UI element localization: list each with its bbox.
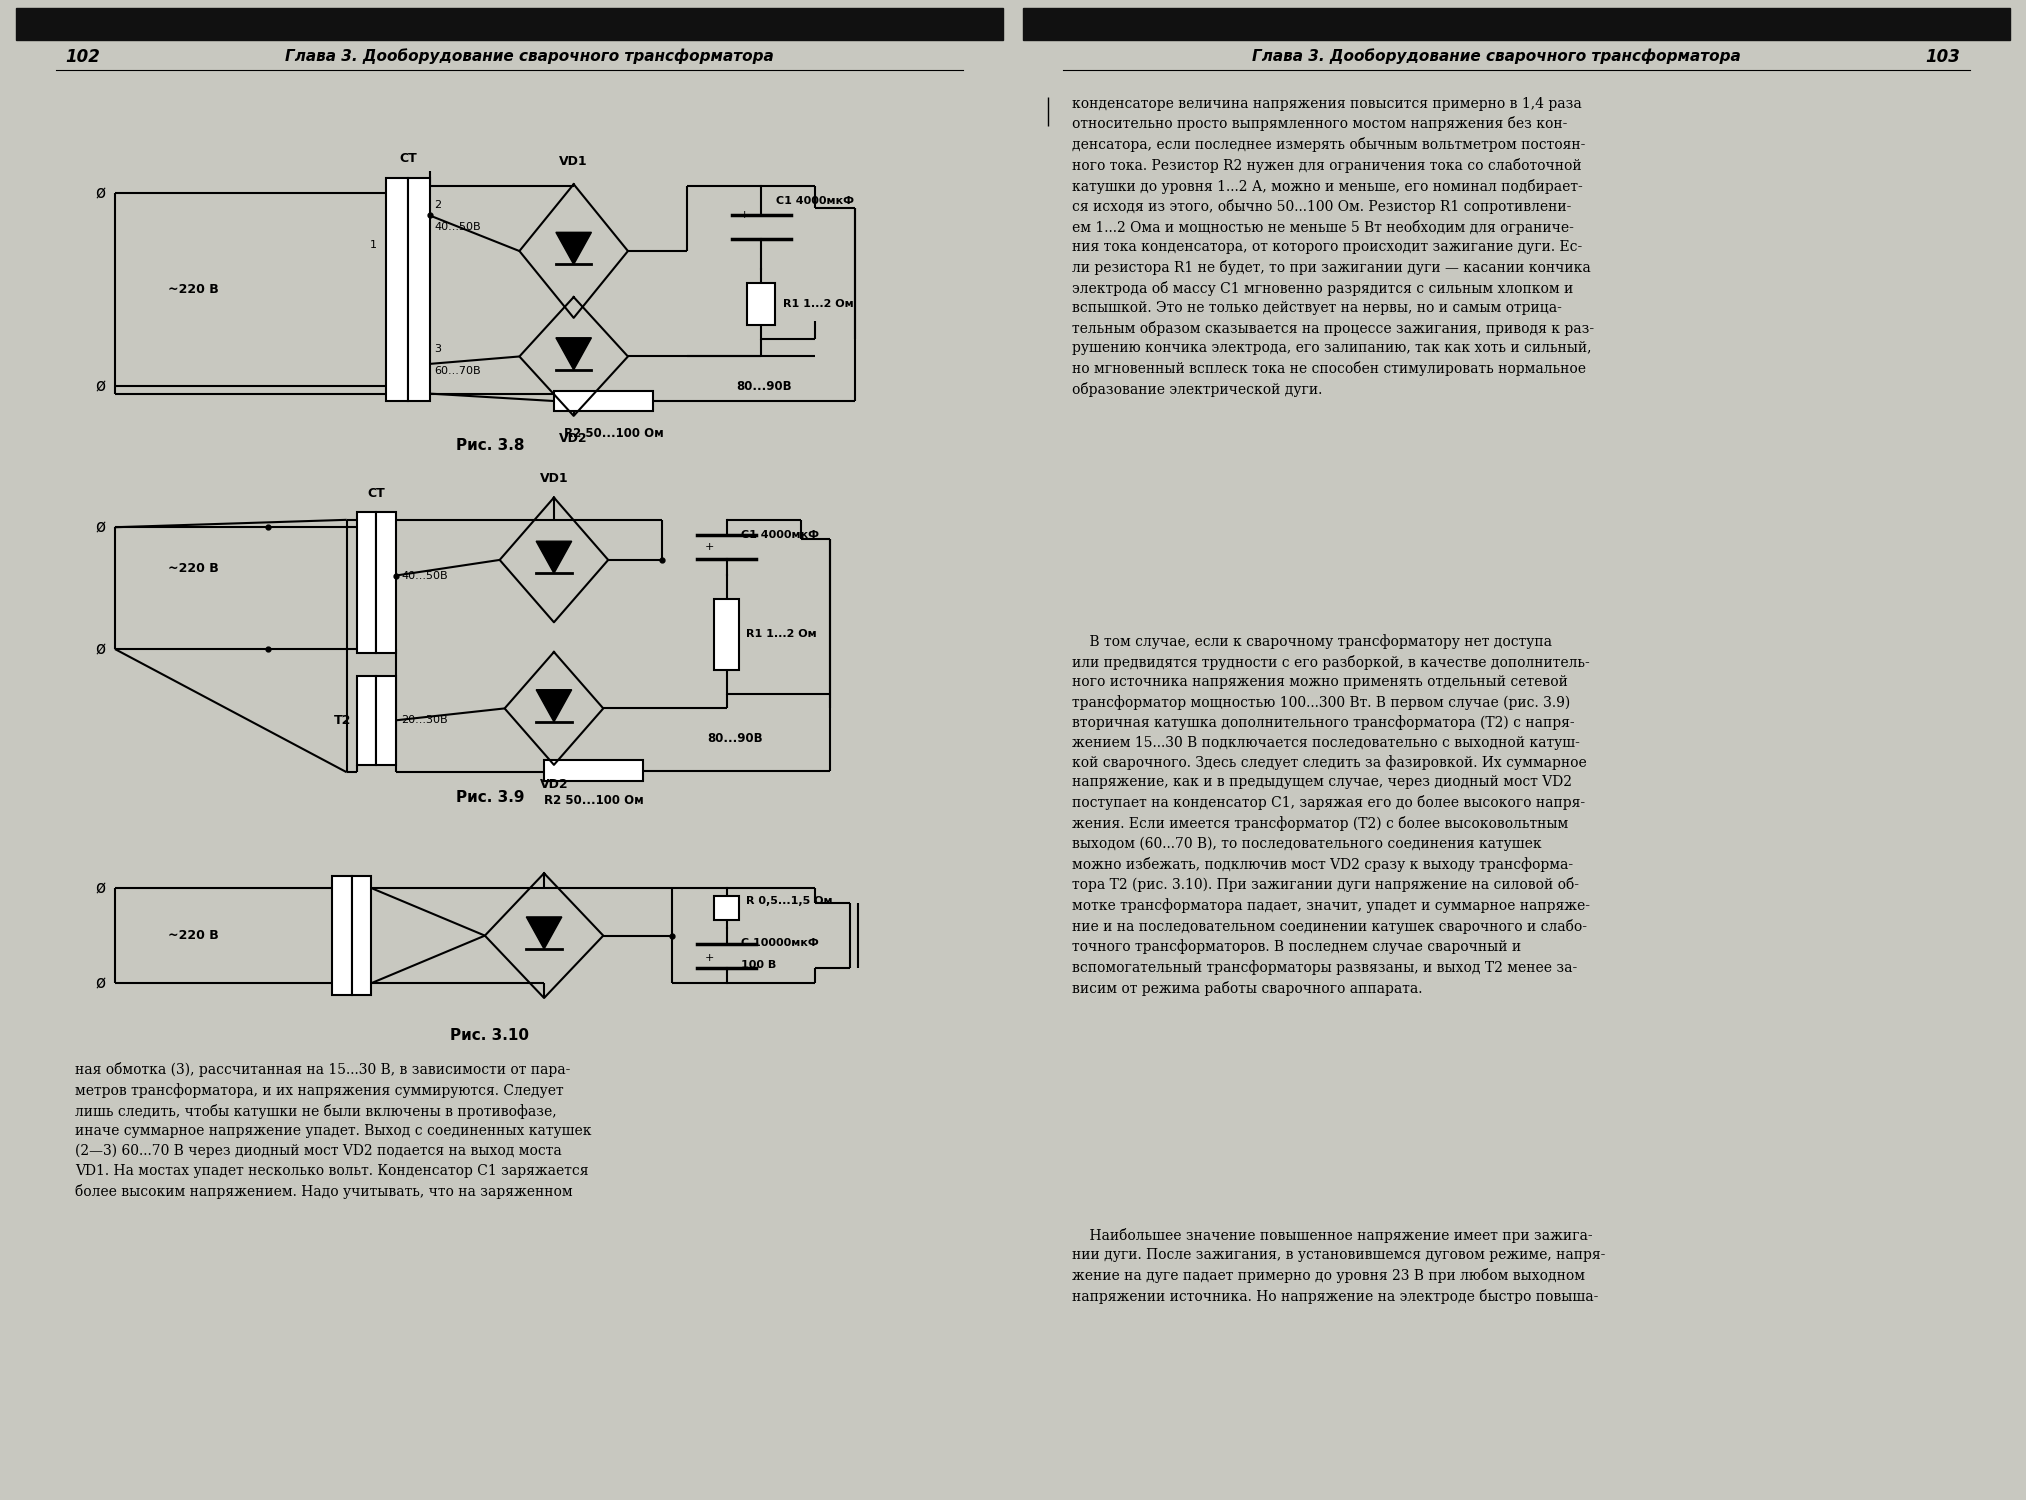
Text: Наибольшее значение повышенное напряжение имеет при зажига-
нии дуги. После зажи: Наибольшее значение повышенное напряжени… <box>1072 1228 1607 1304</box>
Text: Глава 3. Дооборудование сварочного трансформатора: Глава 3. Дооборудование сварочного транс… <box>1252 48 1740 64</box>
Text: +: + <box>705 952 715 963</box>
Text: ~220 В: ~220 В <box>168 928 219 942</box>
Text: C1 4000мкФ: C1 4000мкФ <box>742 530 819 540</box>
Bar <box>545 760 642 782</box>
Text: T2: T2 <box>334 714 353 728</box>
Text: C1 4000мкФ: C1 4000мкФ <box>776 195 853 206</box>
Text: CT: CT <box>367 486 385 500</box>
Polygon shape <box>555 338 592 370</box>
Text: C 10000мкФ: C 10000мкФ <box>742 938 819 948</box>
Text: 103: 103 <box>1925 48 1961 66</box>
Text: R2 50...100 Ом: R2 50...100 Ом <box>545 794 644 807</box>
Text: 20...30В: 20...30В <box>401 716 448 726</box>
Text: 2: 2 <box>434 200 442 210</box>
Bar <box>377 675 395 765</box>
Bar <box>715 896 739 920</box>
Bar <box>357 675 377 765</box>
Text: 102: 102 <box>65 48 101 66</box>
Text: 100 В: 100 В <box>742 960 776 970</box>
Text: R1 1...2 Ом: R1 1...2 Ом <box>782 298 853 309</box>
Bar <box>332 876 353 995</box>
Text: 1: 1 <box>369 240 377 250</box>
Polygon shape <box>537 690 571 722</box>
Text: Рис. 3.8: Рис. 3.8 <box>456 438 525 453</box>
Text: VD2: VD2 <box>559 432 588 444</box>
Text: ø: ø <box>95 184 105 202</box>
Text: конденсаторе величина напряжения повысится примерно в 1,4 раза
относительно прос: конденсаторе величина напряжения повысит… <box>1072 96 1594 398</box>
Text: Глава 3. Дооборудование сварочного трансформатора: Глава 3. Дооборудование сварочного транс… <box>286 48 774 64</box>
Text: 40...50В: 40...50В <box>434 222 482 232</box>
Text: R1 1...2 Ом: R1 1...2 Ом <box>746 628 816 639</box>
Bar <box>715 598 739 670</box>
Text: Рис. 3.9: Рис. 3.9 <box>456 790 525 806</box>
Text: 40...50В: 40...50В <box>401 570 448 580</box>
Text: VD1: VD1 <box>559 156 588 168</box>
Text: ная обмотка (3), рассчитанная на 15...30 В, в зависимости от пара-
метров трансф: ная обмотка (3), рассчитанная на 15...30… <box>75 1062 592 1198</box>
Text: R 0,5...1,5 Ом: R 0,5...1,5 Ом <box>746 896 833 906</box>
Text: ø: ø <box>95 640 105 658</box>
Bar <box>357 513 377 654</box>
Bar <box>553 390 652 411</box>
Text: 80...90В: 80...90В <box>707 732 762 744</box>
Text: CT: CT <box>399 153 417 165</box>
Bar <box>16 8 1003 40</box>
Bar <box>407 178 430 400</box>
Text: Рис. 3.10: Рис. 3.10 <box>450 1028 529 1042</box>
Text: +: + <box>739 210 750 220</box>
Text: VD2: VD2 <box>539 777 567 790</box>
Text: +: + <box>705 542 715 552</box>
Text: 60...70В: 60...70В <box>434 366 482 376</box>
Text: 3: 3 <box>434 344 442 354</box>
Bar <box>1023 8 2010 40</box>
Text: В том случае, если к сварочному трансформатору нет доступа
или предвидятся трудн: В том случае, если к сварочному трансфор… <box>1072 634 1590 996</box>
Text: R2 50...100 Ом: R2 50...100 Ом <box>563 427 665 439</box>
Text: VD1: VD1 <box>539 471 567 484</box>
Polygon shape <box>527 916 561 950</box>
Text: ø: ø <box>95 974 105 992</box>
Bar <box>353 876 371 995</box>
Text: ø: ø <box>95 879 105 897</box>
Text: ø: ø <box>95 519 105 537</box>
Bar <box>387 178 407 400</box>
Bar <box>377 513 395 654</box>
Bar <box>748 284 776 324</box>
Polygon shape <box>555 232 592 264</box>
Text: ø: ø <box>95 376 105 394</box>
Text: 80...90В: 80...90В <box>737 380 792 393</box>
Polygon shape <box>537 542 571 573</box>
Text: ~220 В: ~220 В <box>168 284 219 296</box>
Text: ~220 В: ~220 В <box>168 561 219 574</box>
